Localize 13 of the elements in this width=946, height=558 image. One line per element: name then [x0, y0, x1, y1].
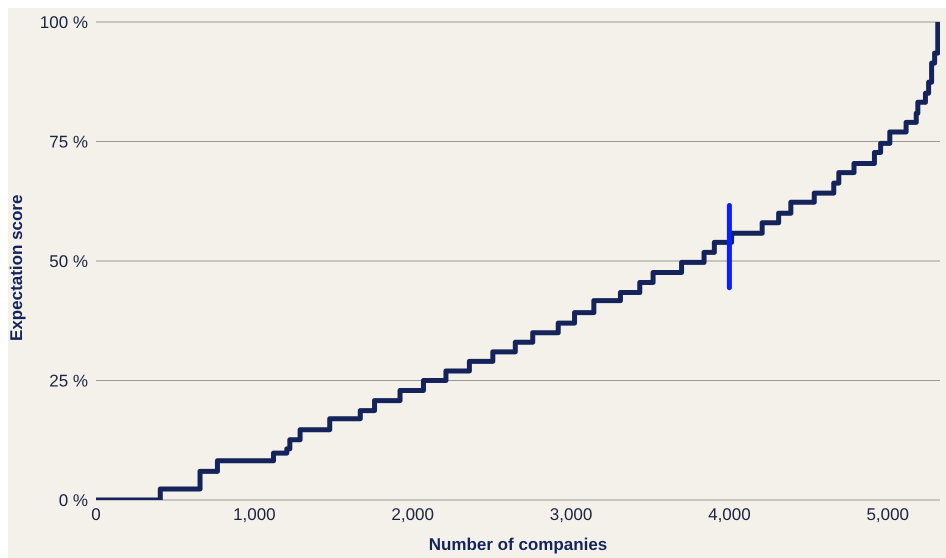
x-tick-label: 5,000: [866, 505, 910, 524]
x-tick-label: 1,000: [233, 505, 276, 524]
y-tick-label: 0 %: [58, 491, 88, 510]
x-tick-label: 4,000: [708, 505, 751, 524]
x-tick-label: 0: [91, 505, 101, 524]
y-axis-title: Expectation score: [7, 194, 26, 341]
x-axis-title: Number of companies: [428, 535, 608, 554]
x-tick-label: 3,000: [550, 505, 592, 524]
y-tick-label: 100 %: [40, 13, 88, 32]
y-tick-label: 25 %: [49, 372, 88, 391]
y-tick-label: 50 %: [49, 252, 88, 272]
x-tick-label: 2,000: [391, 505, 434, 524]
y-tick-label: 75 %: [49, 132, 88, 152]
